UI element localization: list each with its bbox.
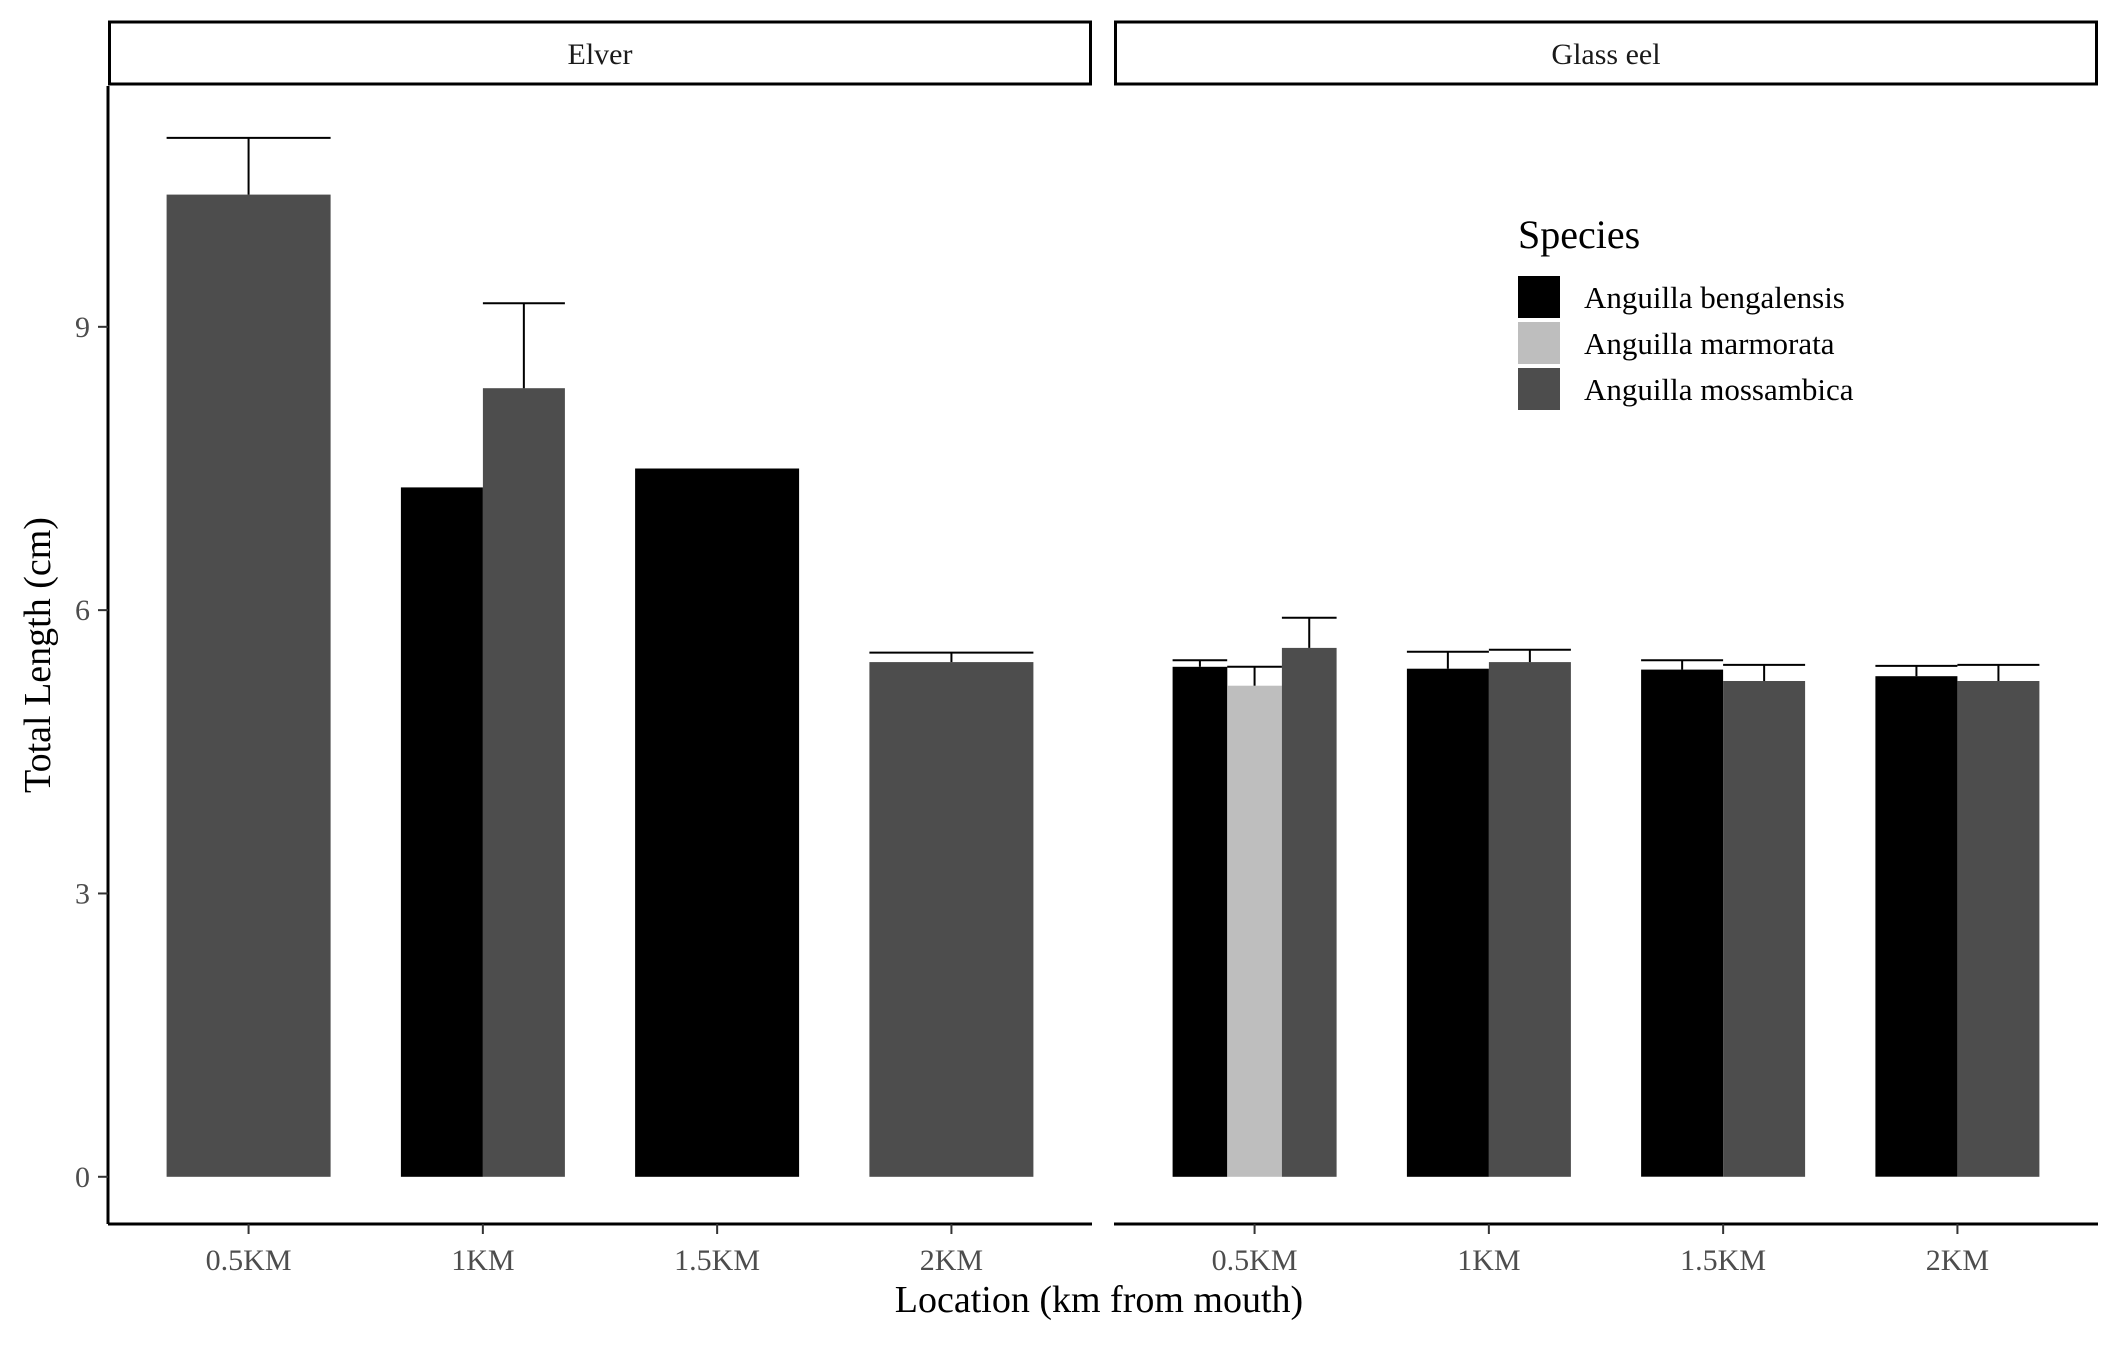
- y-tick-label-3: 3: [75, 878, 90, 911]
- legend-label-anguilla-bengalensis: Anguilla bengalensis: [1584, 280, 1845, 315]
- bar-elver-1km-anguilla-mossambica: [482, 388, 565, 1177]
- bars-layer: [166, 194, 2040, 1177]
- legend-key-anguilla-mossambica: [1518, 368, 1560, 410]
- bar-elver-1-5km-anguilla-bengalensis: [635, 468, 800, 1177]
- y-tick-label-0: 0: [75, 1161, 90, 1194]
- legend-label-anguilla-mossambica: Anguilla mossambica: [1584, 372, 1854, 407]
- bar-elver-1km-anguilla-bengalensis: [400, 487, 483, 1177]
- error-bars-layer: [166, 136, 2040, 686]
- strip-box-glass-eel: [1114, 20, 2098, 86]
- bar-glass-eel-1km-anguilla-bengalensis: [1406, 668, 1489, 1177]
- bar-glass-eel-2km-anguilla-mossambica: [1957, 681, 2040, 1177]
- y-tick-label-6: 6: [75, 594, 90, 627]
- legend-title: Species: [1518, 212, 1640, 257]
- legend: Species Anguilla bengalensis Anguilla mar…: [1518, 212, 1854, 410]
- bar-elver-2km-anguilla-mossambica: [869, 662, 1034, 1177]
- axes-layer: 0.5KM 1KM 1.5KM 2KM 0.5KM 1KM 1.5KM 2KM 0 3 6 9: [75, 86, 2098, 1277]
- legend-label-anguilla-marmorata: Anguilla marmorata: [1584, 326, 1835, 361]
- y-axis-title: Total Length (cm): [17, 517, 59, 793]
- legend-key-anguilla-marmorata: [1518, 322, 1560, 364]
- strips-layer: Elver Glass eel: [108, 20, 2098, 86]
- x-tick-label-elver-2km: 2KM: [920, 1244, 983, 1277]
- bar-glass-eel-1-5km-anguilla-bengalensis: [1641, 669, 1724, 1177]
- bar-glass-eel-1-5km-anguilla-mossambica: [1723, 681, 1806, 1177]
- legend-key-anguilla-bengalensis: [1518, 276, 1560, 318]
- y-tick-label-9: 9: [75, 311, 90, 344]
- x-tick-label-glass-eel-1-5km: 1.5KM: [1680, 1244, 1766, 1277]
- bar-glass-eel-2km-anguilla-bengalensis: [1875, 676, 1958, 1177]
- x-tick-label-glass-eel-2km: 2KM: [1926, 1244, 1989, 1277]
- strip-label-elver: Elver: [568, 38, 633, 71]
- x-tick-label-glass-eel-0-5km: 0.5KM: [1212, 1244, 1298, 1277]
- x-tick-label-elver-1-5km: 1.5KM: [674, 1244, 760, 1277]
- bar-glass-eel-0-5km-anguilla-mossambica: [1281, 647, 1337, 1177]
- bar-elver-0-5km-anguilla-mossambica: [166, 194, 331, 1177]
- x-tick-label-glass-eel-1km: 1KM: [1457, 1244, 1520, 1277]
- x-tick-label-elver-1km: 1KM: [451, 1244, 514, 1277]
- strip-box-elver: [108, 20, 1092, 86]
- x-axis-title: Location (km from mouth): [895, 1279, 1303, 1321]
- bar-glass-eel-0-5km-anguilla-bengalensis: [1172, 666, 1228, 1177]
- strip-label-glass-eel: Glass eel: [1551, 38, 1660, 71]
- bar-glass-eel-1km-anguilla-mossambica: [1488, 662, 1571, 1177]
- x-tick-label-elver-0-5km: 0.5KM: [206, 1244, 292, 1277]
- bar-glass-eel-0-5km-anguilla-marmorata: [1227, 685, 1282, 1177]
